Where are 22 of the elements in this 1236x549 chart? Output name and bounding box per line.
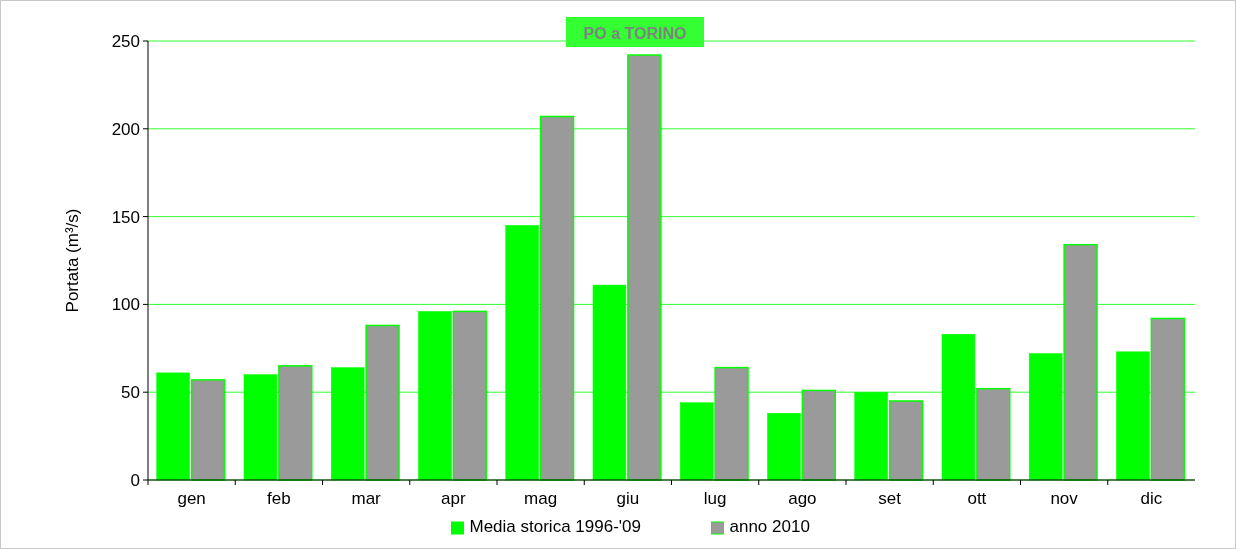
x-tick-label: mar <box>351 489 382 508</box>
y-tick-label: 100 <box>111 295 140 315</box>
x-tick-label: ago <box>788 489 817 508</box>
y-tick-label: 200 <box>111 119 140 139</box>
x-tick-label: gen <box>177 489 206 508</box>
y-tick-label: 0 <box>130 470 140 490</box>
y-tick-label: 150 <box>111 207 140 227</box>
x-tick-label: set <box>878 489 902 508</box>
y-tick-label: 250 <box>111 31 140 51</box>
x-tick-label: lug <box>703 489 727 508</box>
x-tick-label: nov <box>1050 489 1079 508</box>
legend-label: anno 2010 <box>729 517 810 536</box>
x-tick-label: giu <box>616 489 640 508</box>
legend-label: Media storica 1996-'09 <box>469 517 641 536</box>
x-tick-label: feb <box>267 489 291 508</box>
y-axis-title: Portata (m³/s) <box>63 208 82 313</box>
y-tick-label: 50 <box>121 383 140 403</box>
x-tick-label: ott <box>967 489 987 508</box>
x-tick-label: apr <box>441 489 466 508</box>
chart-title: PO a TORINO <box>583 24 687 42</box>
x-tick-label: dic <box>1140 489 1163 508</box>
x-tick-label: mag <box>524 489 558 508</box>
